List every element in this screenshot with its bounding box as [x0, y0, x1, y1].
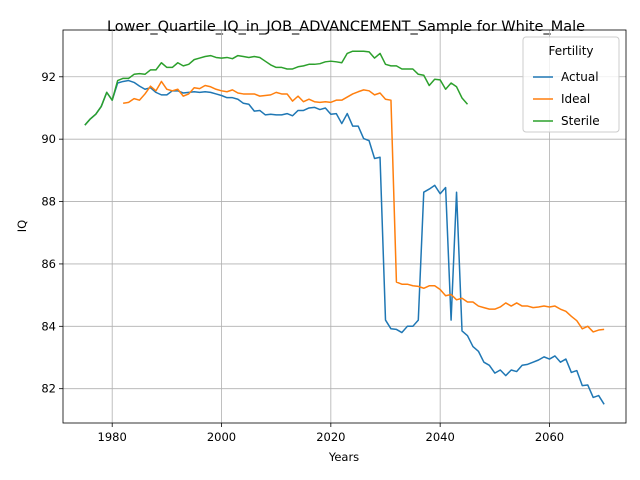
- y-axis-ticks: 82 84 86 88 90 92: [41, 70, 63, 396]
- series-line-ideal: [123, 80, 605, 333]
- legend-box: [522, 36, 620, 133]
- x-tick-label: 2040: [426, 430, 455, 444]
- series-line-sterile: [84, 50, 469, 126]
- y-tick-label: 84: [41, 319, 56, 333]
- chart-title: Lower_Quartile_IQ_in_JOB_ADVANCEMENT_Sam…: [107, 19, 585, 35]
- series-lines: [84, 50, 605, 405]
- x-tick-label: 1980: [98, 430, 127, 444]
- y-tick-label: 86: [41, 257, 56, 271]
- x-axis-label: Years: [328, 450, 359, 464]
- x-tick-label: 2000: [207, 430, 236, 444]
- y-axis-label: IQ: [15, 220, 29, 232]
- legend-title: Fertility: [548, 44, 593, 58]
- y-tick-label: 92: [41, 70, 56, 84]
- series-line-actual: [84, 79, 605, 405]
- x-tick-label: 2060: [535, 430, 564, 444]
- legend-label-ideal: Ideal: [561, 92, 590, 106]
- y-tick-label: 90: [41, 132, 56, 146]
- y-tick-label: 88: [41, 195, 56, 209]
- legend-label-actual: Actual: [561, 70, 599, 84]
- x-axis-ticks: 1980 2000 2020 2040 2060: [98, 423, 564, 444]
- legend-label-sterile: Sterile: [561, 114, 600, 128]
- plot-area-frame: [62, 29, 627, 424]
- legend: Fertility Actual Ideal Sterile: [522, 36, 620, 133]
- y-tick-label: 82: [41, 382, 56, 396]
- x-tick-label: 2020: [316, 430, 345, 444]
